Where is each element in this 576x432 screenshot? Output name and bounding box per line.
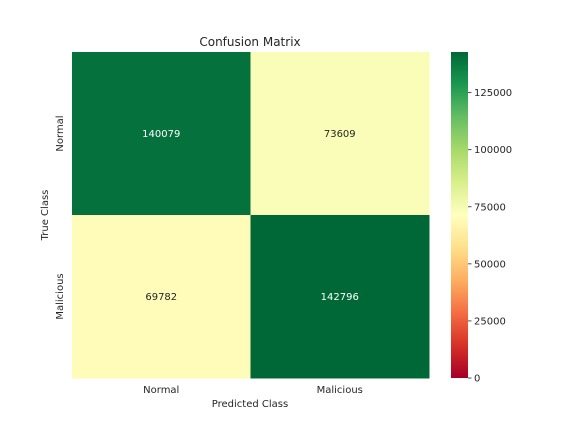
colorbar-ticks: 0 25000 50000 75000 100000 125000 <box>468 88 512 385</box>
heatmap-cell-0-0 <box>72 52 251 216</box>
heatmap-cell-1-0 <box>72 215 251 379</box>
heatmap-cells: 140079 73609 69782 142796 <box>72 52 430 379</box>
chart-title: Confusion Matrix <box>199 35 300 49</box>
y-tick-label-1: Malicious <box>55 273 66 319</box>
x-tick-label-1: Malicious <box>317 385 363 396</box>
y-tick-label-0: Normal <box>55 115 66 151</box>
cell-value-label-0-0: 140079 <box>142 129 180 140</box>
axis-ticks: Normal Malicious Normal Malicious <box>55 115 363 396</box>
cell-value-label-1-0: 69782 <box>145 292 177 303</box>
colorbar-tick-label-3: 75000 <box>474 202 506 213</box>
y-axis-label: True Class <box>40 190 51 242</box>
colorbar-tick-label-1: 25000 <box>474 316 506 327</box>
colorbar-tick-label-2: 50000 <box>474 259 506 270</box>
heatmap-cell-1-1 <box>250 215 430 379</box>
colorbar-tick-label-5: 125000 <box>474 88 512 99</box>
colorbar-tick-label-0: 0 <box>474 374 480 385</box>
colorbar <box>451 52 468 378</box>
colorbar-tick-label-4: 100000 <box>474 145 512 156</box>
cell-value-label-1-1: 142796 <box>321 292 359 303</box>
x-tick-label-0: Normal <box>143 385 179 396</box>
heatmap-cell-0-1 <box>250 52 430 216</box>
cell-value-label-0-1: 73609 <box>324 129 356 140</box>
x-axis-label: Predicted Class <box>212 399 288 410</box>
